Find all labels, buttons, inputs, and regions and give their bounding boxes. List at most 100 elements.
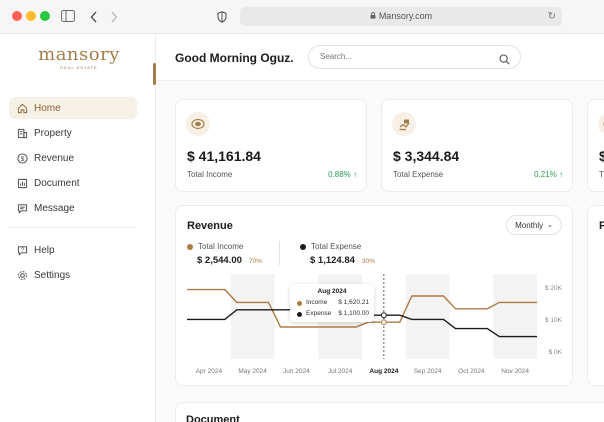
coin-icon xyxy=(186,112,210,136)
legend-dot xyxy=(187,243,193,250)
legend-expense-value: $ 1,124.84 · 30% xyxy=(310,255,375,266)
stat-card-partial: $ T xyxy=(587,99,604,192)
y-tick-label: $ 20K xyxy=(545,285,563,292)
legend-dot xyxy=(300,243,306,250)
chart-band xyxy=(493,274,537,359)
period-dropdown[interactable]: Monthly ⌄ xyxy=(506,215,562,235)
sidebar-item-message[interactable]: Message xyxy=(9,197,137,219)
sidebar-toggle-icon[interactable] xyxy=(61,9,75,27)
y-tick-label: $ 0K xyxy=(549,349,563,356)
side-card-title: P xyxy=(599,220,604,232)
active-point-expense xyxy=(380,312,387,319)
stat-value: $ 3,344.84 xyxy=(393,148,460,164)
lock-icon xyxy=(370,7,376,26)
stat-value: $ 41,161.84 xyxy=(187,148,261,164)
legend-label: Total Income xyxy=(198,242,244,251)
header-divider xyxy=(156,80,604,81)
sidebar-item-property[interactable]: Property xyxy=(9,122,137,144)
forward-arrow-icon[interactable] xyxy=(110,10,118,28)
tooltip-value: $ 1,620.21 xyxy=(338,299,369,306)
stat-card-income: $ 41,161.84 Total Income 0.88% ↑ xyxy=(175,99,367,192)
sidebar-item-document[interactable]: Document xyxy=(9,172,137,194)
revenue-title: Revenue xyxy=(187,220,233,232)
page-greeting: Good Morning Oguz. xyxy=(175,51,294,65)
chart-band xyxy=(405,274,450,359)
y-tick-label: $ 10K xyxy=(545,317,563,324)
shield-icon[interactable] xyxy=(217,10,227,28)
brand-tagline: REAL ESTATE xyxy=(60,65,98,70)
search-input[interactable] xyxy=(320,52,490,61)
dollar-circle-icon: $ xyxy=(17,152,28,164)
legend-label: Total Expense xyxy=(311,242,362,251)
stat-change: 0.88% ↑ xyxy=(328,170,357,179)
legend-expense: Total Expense xyxy=(300,242,361,251)
message-icon xyxy=(17,203,28,214)
minimize-window-button[interactable] xyxy=(26,11,36,21)
sidebar-item-settings[interactable]: Settings xyxy=(9,264,137,286)
stat-label: T xyxy=(599,170,604,179)
chevron-down-icon: ⌄ xyxy=(547,222,553,229)
reload-icon[interactable]: ↻ xyxy=(547,11,556,22)
x-tick-label: Jul 2024 xyxy=(328,368,353,375)
brand-logo[interactable]: mansory xyxy=(38,44,120,65)
gear-icon xyxy=(18,270,27,280)
sidebar-divider xyxy=(9,227,137,228)
legend-income-value: $ 2,544.00 · 70% xyxy=(197,255,262,266)
x-tick-label: Sep 2024 xyxy=(414,368,442,375)
active-nav-indicator xyxy=(153,63,156,85)
sidebar-item-label: Message xyxy=(34,202,75,214)
tooltip-value: $ 1,100.00 xyxy=(338,310,369,317)
back-arrow-icon[interactable] xyxy=(90,10,98,28)
legend-divider xyxy=(279,241,280,265)
legend-value: $ 1,124.84 xyxy=(310,255,355,266)
browser-toolbar: Mansory.com ↻ xyxy=(0,0,604,34)
sidebar: mansory REAL ESTATE Home Property $ Reve… xyxy=(0,34,156,422)
sidebar-item-help[interactable]: ? Help xyxy=(9,239,137,261)
x-tick-label: May 2024 xyxy=(238,368,267,375)
active-point-income xyxy=(380,319,387,326)
home-icon xyxy=(17,103,28,113)
sidebar-item-home[interactable]: Home xyxy=(9,97,137,119)
chart-band xyxy=(230,274,275,359)
sidebar-item-label: Property xyxy=(34,127,72,139)
x-tick-label: Oct 2024 xyxy=(458,368,485,375)
help-icon: ? xyxy=(17,245,28,256)
legend-pct: · 70% xyxy=(244,258,262,265)
close-window-button[interactable] xyxy=(12,11,22,21)
document-chart-icon xyxy=(17,178,28,188)
stat-value: $ xyxy=(599,148,604,164)
period-value: Monthly xyxy=(515,220,544,230)
stat-change: 0.21% ↑ xyxy=(534,170,563,179)
search-box[interactable] xyxy=(308,45,521,69)
search-icon[interactable] xyxy=(499,52,510,70)
document-card xyxy=(175,402,604,422)
series-line-income xyxy=(187,288,537,328)
stat-label: Total Expense xyxy=(393,170,444,179)
legend-pct: · 30% xyxy=(357,258,375,265)
tooltip-row-income: Income $ 1,620.21 xyxy=(297,299,369,308)
sidebar-item-revenue[interactable]: $ Revenue xyxy=(9,147,137,169)
tooltip-dot xyxy=(297,301,302,306)
building-icon xyxy=(17,128,28,138)
tooltip-title: Aug 2024 xyxy=(317,288,347,295)
x-tick-label: Nov 2024 xyxy=(501,368,529,375)
side-card-partial: P xyxy=(587,205,604,386)
sidebar-item-label: Help xyxy=(34,244,55,256)
svg-text:$: $ xyxy=(21,155,25,162)
sidebar-item-label: Revenue xyxy=(34,152,75,164)
legend-pct-value: 30% xyxy=(361,258,375,265)
legend-income: Total Income xyxy=(187,242,243,251)
x-tick-label: Jun 2024 xyxy=(283,368,310,375)
sidebar-item-label: Home xyxy=(34,102,61,114)
address-bar[interactable]: Mansory.com ↻ xyxy=(240,7,562,26)
legend-value: $ 2,544.00 xyxy=(197,255,242,266)
sidebar-item-label: Settings xyxy=(34,269,71,281)
x-tick-label: Aug 2024 xyxy=(369,368,398,375)
money-hand-icon xyxy=(392,112,416,136)
legend-pct-value: 70% xyxy=(248,258,262,265)
maximize-window-button[interactable] xyxy=(40,11,50,21)
x-tick-label: Apr 2024 xyxy=(196,368,223,375)
tooltip-row-expense: Expense $ 1,100.00 xyxy=(297,310,369,319)
stat-label: Total Income xyxy=(187,170,233,179)
